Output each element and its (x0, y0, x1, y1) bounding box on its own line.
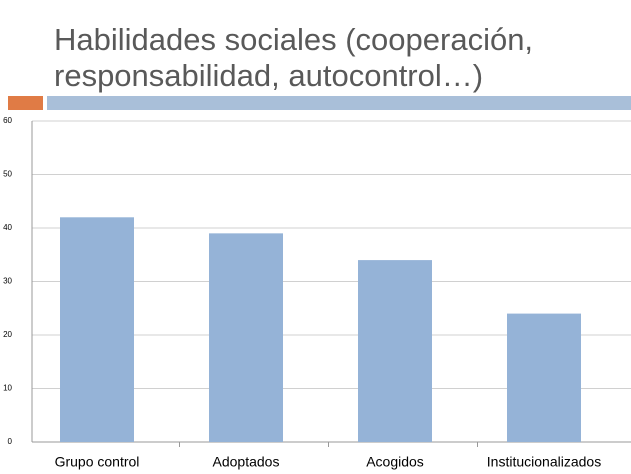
y-tick-label: 30 (3, 277, 12, 286)
y-tick-label: 50 (3, 170, 12, 179)
x-tick-label: Adoptados (213, 454, 280, 470)
x-tick-label: Acogidos (366, 454, 424, 470)
y-tick-label: 40 (3, 223, 12, 232)
bar (60, 217, 134, 442)
x-tick-label: Grupo control (55, 454, 140, 470)
y-tick-label: 60 (3, 116, 12, 125)
bar (507, 313, 581, 442)
x-tick-label: Institucionalizados (487, 454, 601, 470)
bar (209, 233, 283, 442)
y-tick-label: 0 (8, 437, 13, 446)
bar (358, 260, 432, 442)
accent-bar (47, 96, 631, 110)
y-tick-label: 20 (3, 330, 12, 339)
y-tick-label: 10 (3, 384, 12, 393)
chart-title: Habilidades sociales (cooperación, respo… (54, 22, 534, 93)
accent-orange (8, 96, 43, 110)
